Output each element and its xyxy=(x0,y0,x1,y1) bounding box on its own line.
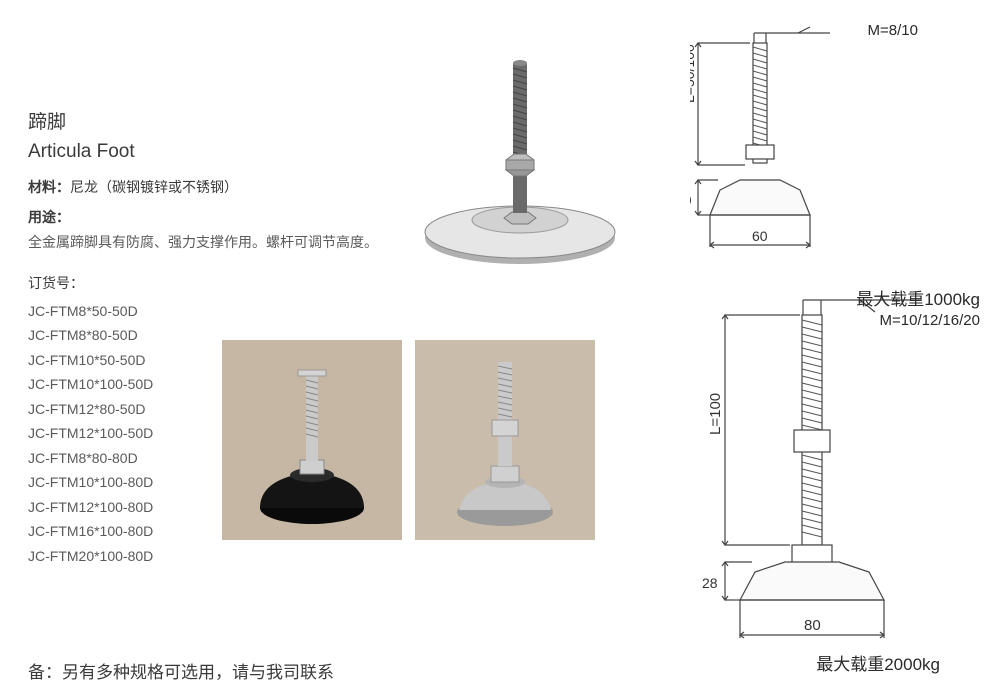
base-w-label-large: 80 xyxy=(804,617,821,634)
list-item: JC-FTM8*50-50D xyxy=(28,299,378,324)
bottom-note: 备：另有多种规格可选用，请与我司联系 xyxy=(28,658,334,683)
length-label: L=50/100 xyxy=(690,44,697,103)
length-label-large: L=100 xyxy=(707,393,724,435)
max-load-bottom: 最大载重2000kg xyxy=(816,650,940,675)
tech-diagram-large: L=100 28 80 xyxy=(700,280,980,680)
thread-m-label-small: M=8/10 xyxy=(868,22,918,39)
usage-label: 用途： xyxy=(28,207,378,227)
thread-m-label-large: M=10/12/16/20 xyxy=(880,312,981,329)
product-photo-black xyxy=(222,340,402,540)
product-photo-silver xyxy=(415,340,595,540)
base-h-label-large: 28 xyxy=(702,575,718,591)
order-label: 订货号： xyxy=(28,273,378,293)
max-load-top: 最大载重1000kg xyxy=(856,285,980,310)
list-item: JC-FTM20*100-80D xyxy=(28,544,378,569)
material-line: 材料：尼龙（碳钢镀锌或不锈钢） xyxy=(28,177,378,197)
base-h-label: 20 xyxy=(690,192,692,208)
tech-diagram-small: L=50/100 20 60 xyxy=(690,15,880,265)
title-cn: 蹄脚 xyxy=(28,110,378,137)
base-w-label: 60 xyxy=(752,228,768,244)
product-render-icon xyxy=(400,28,640,278)
material-value: 尼龙（碳钢镀锌或不锈钢） xyxy=(70,179,238,195)
material-label: 材料： xyxy=(28,179,70,195)
title-en: Articula Foot xyxy=(28,139,378,166)
usage-value: 全金属蹄脚具有防腐、强力支撑作用。螺杆可调节高度。 xyxy=(28,231,378,255)
